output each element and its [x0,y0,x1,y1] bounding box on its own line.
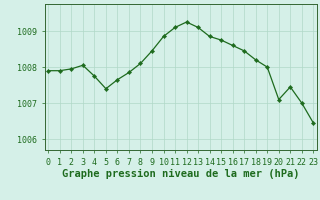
X-axis label: Graphe pression niveau de la mer (hPa): Graphe pression niveau de la mer (hPa) [62,169,300,179]
